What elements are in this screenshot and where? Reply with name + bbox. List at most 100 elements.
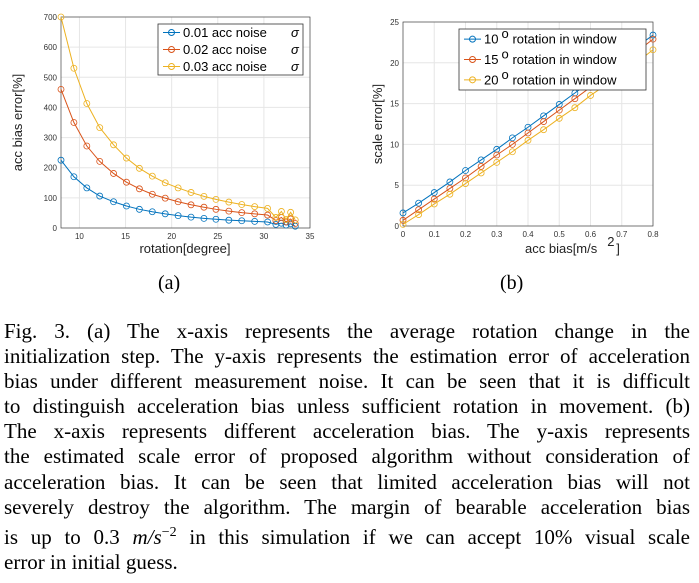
- y-tick-label: 25: [390, 18, 399, 27]
- data-point: [83, 184, 91, 192]
- data-point: [57, 13, 65, 21]
- chart-a: 10 15 20 25 30 35 0 100 200 300 400 500 600 700 acc bi…: [10, 13, 315, 256]
- data-point: [555, 106, 563, 114]
- data-point: [251, 217, 259, 225]
- data-point: [161, 179, 169, 187]
- data-point: [251, 203, 259, 210]
- x-tick-label: 0.7: [616, 230, 628, 239]
- x-axis-label: rotation[degree]: [139, 241, 230, 256]
- caption-line: to distinguish acceleration bias unless …: [4, 394, 690, 419]
- y-tick-label: 0: [395, 222, 400, 231]
- data-point: [148, 208, 156, 216]
- caption-math-unit: m/s: [132, 524, 162, 549]
- data-point: [161, 210, 169, 218]
- legend-box: [157, 23, 304, 76]
- data-point: [135, 164, 143, 172]
- legend-swatch-marker: [168, 63, 175, 70]
- x-tick-label: 15: [121, 232, 130, 241]
- legend-entry: 0.03 acc noise: [183, 59, 267, 74]
- data-point: [161, 194, 169, 202]
- data-point: [57, 156, 65, 164]
- data-point: [272, 214, 280, 221]
- y-tick-label: 10: [390, 140, 399, 149]
- data-point: [477, 169, 485, 177]
- data-point: [110, 198, 117, 206]
- caption-line: error in initial guess.: [4, 549, 178, 574]
- data-point: [96, 192, 104, 200]
- data-point: [83, 100, 91, 107]
- data-point: [110, 141, 117, 149]
- x-tick-label: 0.1: [429, 230, 441, 239]
- data-point: [123, 154, 130, 162]
- y-axis-label: acc bias error[%]: [10, 74, 25, 172]
- caption-line: The x-axis represents different accelera…: [4, 419, 690, 444]
- y-axis-label: scale error[%]: [370, 84, 385, 164]
- data-point: [278, 208, 285, 215]
- data-point: [524, 136, 532, 144]
- data-point: [508, 148, 516, 156]
- legend-swatch-marker: [469, 35, 476, 43]
- data-point: [287, 208, 295, 216]
- data-point: [174, 184, 182, 192]
- axes-box: [60, 16, 311, 229]
- legend-degree-symbol: o: [501, 26, 508, 41]
- legend-symbol: σ: [291, 25, 300, 40]
- data-point: [200, 203, 208, 211]
- legend-entry: rotation in window: [512, 72, 617, 87]
- data-point: [225, 216, 233, 224]
- caption-line: the estimated scale error of proposed al…: [4, 444, 690, 469]
- data-point: [524, 129, 532, 137]
- subfigure-label-b: (b): [500, 272, 524, 294]
- data-point: [70, 119, 78, 126]
- legend-entry: 0.01 acc noise: [183, 25, 267, 40]
- caption-line: bias under different measurement noise. …: [4, 369, 690, 394]
- data-point: [200, 192, 208, 200]
- legend-swatch-marker: [168, 29, 175, 36]
- x-tick-label: 0.3: [491, 230, 503, 239]
- data-point: [135, 185, 143, 193]
- y-tick-label: 5: [395, 181, 400, 190]
- data-point: [123, 202, 130, 210]
- y-tick-label: 300: [44, 134, 58, 143]
- data-point: [477, 156, 485, 164]
- data-point: [225, 198, 233, 206]
- y-tick-label: 500: [44, 73, 58, 82]
- data-point: [187, 213, 195, 221]
- data-point: [399, 216, 407, 224]
- caption-math-exponent: −2: [161, 524, 177, 540]
- data-point: [287, 215, 295, 223]
- y-tick-label: 0: [53, 224, 58, 233]
- caption-line: severely destroy the algorithm. The marg…: [4, 494, 690, 519]
- caption-text: in this simulation if we can accept 10% …: [176, 524, 690, 549]
- data-point: [148, 172, 156, 180]
- data-point: [187, 189, 195, 196]
- x-tick-label: 0.6: [585, 230, 597, 239]
- x-tick-label: 0.2: [460, 230, 472, 239]
- data-point: [493, 158, 501, 166]
- legend-entry: 0.02 acc noise: [183, 42, 267, 57]
- x-tick-label: 10: [75, 232, 84, 241]
- y-tick-label: 700: [44, 13, 58, 22]
- data-point: [399, 220, 407, 228]
- legend-entry: 15: [484, 52, 498, 67]
- data-point: [415, 211, 423, 218]
- data-point: [649, 31, 657, 39]
- data-point: [649, 46, 657, 54]
- axes-box: [402, 21, 654, 227]
- legend-degree-symbol: o: [501, 67, 508, 82]
- data-point: [264, 205, 271, 212]
- y-tick-label: 15: [390, 100, 399, 109]
- x-tick-label: 0.4: [522, 230, 534, 239]
- x-tick-label: 35: [306, 232, 315, 241]
- data-point: [212, 195, 220, 203]
- x-tick-label: 25: [213, 232, 222, 241]
- y-tick-label: 20: [390, 59, 399, 68]
- data-point: [430, 200, 438, 208]
- data-point: [123, 178, 130, 186]
- data-point: [291, 220, 299, 227]
- data-point: [135, 205, 143, 213]
- data-point: [540, 126, 548, 134]
- legend-swatch-marker: [469, 76, 476, 84]
- data-point: [415, 206, 423, 214]
